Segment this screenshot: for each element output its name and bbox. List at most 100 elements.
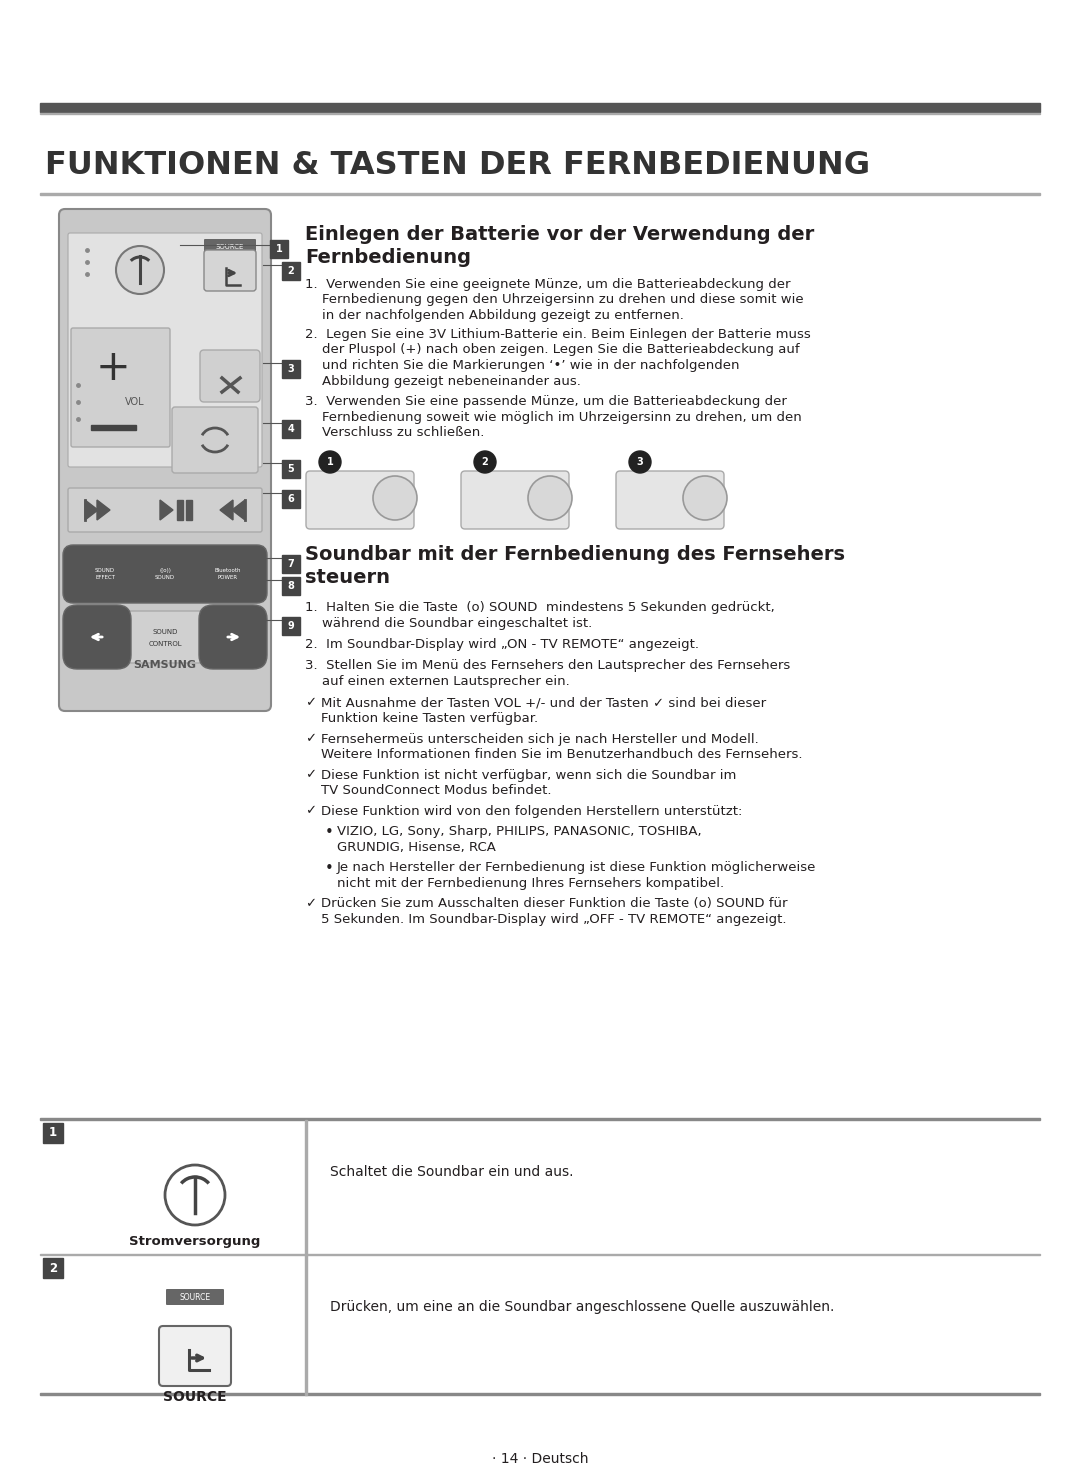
- Polygon shape: [160, 500, 173, 521]
- Text: · 14 · Deutsch: · 14 · Deutsch: [491, 1452, 589, 1466]
- Text: Soundbar mit der Fernbedienung des Fernsehers: Soundbar mit der Fernbedienung des Ferns…: [305, 544, 845, 563]
- Text: 3.  Stellen Sie im Menü des Fernsehers den Lautsprecher des Fernsehers: 3. Stellen Sie im Menü des Fernsehers de…: [305, 660, 791, 673]
- FancyBboxPatch shape: [71, 328, 170, 447]
- Text: Drücken Sie zum Ausschalten dieser Funktion die Taste (o) SOUND für: Drücken Sie zum Ausschalten dieser Funkt…: [321, 896, 787, 910]
- Text: während die Soundbar eingeschaltet ist.: während die Soundbar eingeschaltet ist.: [305, 617, 592, 630]
- FancyBboxPatch shape: [159, 1327, 231, 1386]
- FancyBboxPatch shape: [63, 605, 131, 669]
- Bar: [40, 192, 1040, 195]
- Bar: [43, 1259, 63, 1278]
- Text: SOURCE: SOURCE: [179, 1293, 211, 1302]
- Circle shape: [116, 246, 164, 294]
- Text: •: •: [325, 825, 334, 840]
- FancyBboxPatch shape: [59, 209, 271, 711]
- FancyBboxPatch shape: [616, 470, 724, 529]
- Text: SAMSUNG: SAMSUNG: [134, 660, 197, 670]
- Circle shape: [474, 451, 496, 473]
- Text: CONTROL: CONTROL: [148, 640, 181, 646]
- Polygon shape: [232, 500, 245, 521]
- Text: 1: 1: [49, 1127, 57, 1139]
- Text: 1.  Halten Sie die Taste  (o) SOUND  mindestens 5 Sekunden gedrückt,: 1. Halten Sie die Taste (o) SOUND mindes…: [305, 600, 774, 614]
- Text: ✓: ✓: [305, 769, 316, 781]
- Text: 9: 9: [287, 621, 295, 632]
- Text: 3: 3: [636, 457, 644, 467]
- Bar: [282, 555, 300, 572]
- Text: Weitere Informationen finden Sie im Benutzerhandbuch des Fernsehers.: Weitere Informationen finden Sie im Benu…: [321, 748, 802, 762]
- Text: 7: 7: [287, 559, 295, 569]
- Bar: [282, 359, 300, 379]
- Text: Mit Ausnahme der Tasten VOL +/- und der Tasten ✓ sind bei dieser: Mit Ausnahme der Tasten VOL +/- und der …: [321, 697, 766, 710]
- Bar: [282, 490, 300, 507]
- FancyBboxPatch shape: [200, 351, 260, 402]
- Bar: [177, 500, 183, 521]
- FancyBboxPatch shape: [166, 1290, 224, 1304]
- Bar: [186, 500, 192, 521]
- Bar: [282, 262, 300, 280]
- Text: ✓: ✓: [305, 732, 316, 745]
- Text: Schaltet die Soundbar ein und aus.: Schaltet die Soundbar ein und aus.: [330, 1165, 573, 1179]
- Text: 1: 1: [326, 457, 334, 467]
- FancyBboxPatch shape: [63, 544, 267, 603]
- Bar: [40, 1393, 1040, 1395]
- FancyBboxPatch shape: [204, 250, 256, 291]
- Polygon shape: [220, 500, 233, 521]
- Text: steuern: steuern: [305, 568, 390, 587]
- Bar: [43, 1123, 63, 1143]
- Bar: [282, 617, 300, 634]
- Text: SOURCE: SOURCE: [216, 244, 244, 250]
- Text: nicht mit der Fernbedienung Ihres Fernsehers kompatibel.: nicht mit der Fernbedienung Ihres Fernse…: [337, 877, 724, 889]
- Text: 5: 5: [287, 464, 295, 473]
- Text: 6: 6: [287, 494, 295, 504]
- Bar: [270, 240, 288, 257]
- Circle shape: [319, 451, 341, 473]
- Text: und richten Sie die Markierungen ‘•’ wie in der nachfolgenden: und richten Sie die Markierungen ‘•’ wie…: [305, 359, 740, 373]
- Text: ✓: ✓: [305, 805, 316, 818]
- Polygon shape: [97, 500, 110, 521]
- Text: 2.  Im Soundbar-Display wird „ON - TV REMOTE“ angezeigt.: 2. Im Soundbar-Display wird „ON - TV REM…: [305, 637, 699, 651]
- Bar: [282, 577, 300, 595]
- Circle shape: [683, 476, 727, 521]
- Polygon shape: [85, 500, 98, 521]
- Circle shape: [528, 476, 572, 521]
- FancyBboxPatch shape: [306, 470, 414, 529]
- Text: Fernsehermeüs unterscheiden sich je nach Hersteller und Modell.: Fernsehermeüs unterscheiden sich je nach…: [321, 732, 759, 745]
- FancyBboxPatch shape: [461, 470, 569, 529]
- Text: 2: 2: [482, 457, 488, 467]
- FancyBboxPatch shape: [199, 605, 267, 669]
- Text: Abbildung gezeigt nebeneinander aus.: Abbildung gezeigt nebeneinander aus.: [305, 374, 581, 387]
- Text: 3: 3: [287, 364, 295, 374]
- Circle shape: [165, 1165, 225, 1225]
- FancyBboxPatch shape: [172, 407, 258, 473]
- Text: Je nach Hersteller der Fernbedienung ist diese Funktion möglicherweise: Je nach Hersteller der Fernbedienung ist…: [337, 861, 816, 874]
- Text: Fernbedienung gegen den Uhrzeigersinn zu drehen und diese somit wie: Fernbedienung gegen den Uhrzeigersinn zu…: [305, 293, 804, 306]
- Text: Diese Funktion wird von den folgenden Herstellern unterstützt:: Diese Funktion wird von den folgenden He…: [321, 805, 742, 818]
- Text: SOURCE: SOURCE: [163, 1390, 227, 1404]
- Text: Fernbedienung soweit wie möglich im Uhrzeigersinn zu drehen, um den: Fernbedienung soweit wie möglich im Uhrz…: [305, 411, 801, 423]
- Circle shape: [373, 476, 417, 521]
- FancyBboxPatch shape: [68, 234, 262, 467]
- Text: ✓: ✓: [305, 896, 316, 910]
- Text: •: •: [325, 861, 334, 876]
- Text: auf einen externen Lautsprecher ein.: auf einen externen Lautsprecher ein.: [305, 674, 570, 688]
- Text: 1.  Verwenden Sie eine geeignete Münze, um die Batterieabdeckung der: 1. Verwenden Sie eine geeignete Münze, u…: [305, 278, 791, 291]
- Bar: [40, 1118, 1040, 1120]
- Bar: [282, 420, 300, 438]
- Circle shape: [629, 451, 651, 473]
- Text: FUNKTIONEN & TASTEN DER FERNBEDIENUNG: FUNKTIONEN & TASTEN DER FERNBEDIENUNG: [45, 149, 870, 180]
- FancyBboxPatch shape: [68, 488, 262, 532]
- Text: VOL: VOL: [125, 396, 145, 407]
- FancyBboxPatch shape: [204, 240, 256, 254]
- Text: der Pluspol (+) nach oben zeigen. Legen Sie die Batterieabdeckung auf: der Pluspol (+) nach oben zeigen. Legen …: [305, 343, 799, 356]
- Text: Verschluss zu schließen.: Verschluss zu schließen.: [305, 426, 484, 439]
- Text: TV SoundConnect Modus befindet.: TV SoundConnect Modus befindet.: [321, 784, 552, 797]
- Text: Bluetooth
POWER: Bluetooth POWER: [215, 568, 241, 580]
- FancyBboxPatch shape: [69, 611, 261, 663]
- Text: in der nachfolgenden Abbildung gezeigt zu entfernen.: in der nachfolgenden Abbildung gezeigt z…: [305, 309, 684, 322]
- Text: Drücken, um eine an die Soundbar angeschlossene Quelle auszuwählen.: Drücken, um eine an die Soundbar angesch…: [330, 1300, 835, 1313]
- Bar: [40, 104, 1040, 112]
- Bar: [91, 424, 136, 430]
- Text: 1: 1: [275, 244, 282, 254]
- Text: Fernbedienung: Fernbedienung: [305, 248, 471, 268]
- Text: 3.  Verwenden Sie eine passende Münze, um die Batterieabdeckung der: 3. Verwenden Sie eine passende Münze, um…: [305, 395, 787, 408]
- Text: 8: 8: [287, 581, 295, 592]
